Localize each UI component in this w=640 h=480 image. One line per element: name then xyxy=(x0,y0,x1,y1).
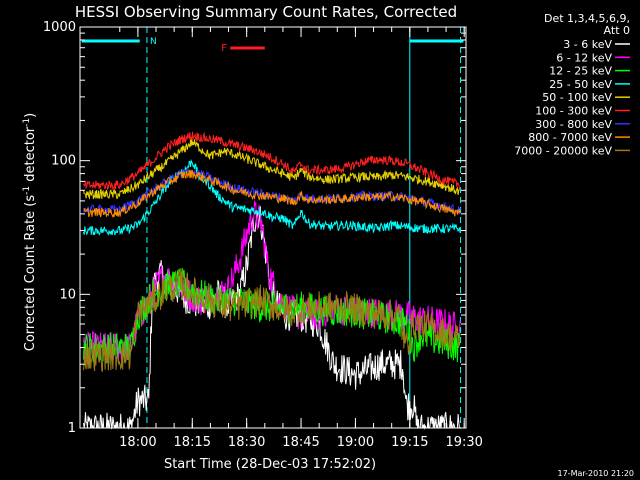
legend-header-line: Att 0 xyxy=(604,24,630,37)
y-label-exp2: -1 xyxy=(22,118,32,127)
x-tick-label: 19:15 xyxy=(391,435,428,450)
y-tick-label: 1 xyxy=(68,421,76,436)
x-tick-label: 19:30 xyxy=(445,435,482,450)
y-label-exp1: -1 xyxy=(22,186,32,195)
legend-entry-label: 3 - 6 keV xyxy=(563,38,612,51)
axes: 1 10 100 1000 18:00 18:15 18:30 18:45 19:00 19:15… xyxy=(43,20,483,450)
legend-entry-label: 50 - 100 keV xyxy=(542,91,612,104)
y-axis-label: Corrected Count Rate (s-1 detector-1) xyxy=(22,113,38,351)
y-label-end: ) xyxy=(23,113,38,118)
legend-header-line: Det 1,3,4,5,6,9, xyxy=(544,12,630,25)
series-layer xyxy=(83,131,461,430)
annotations: NF xyxy=(81,27,464,428)
flare-label: F xyxy=(221,43,227,54)
x-tick-label: 18:30 xyxy=(228,435,265,450)
legend-entry-label: 12 - 25 keV xyxy=(549,65,612,78)
x-tick-label: 18:45 xyxy=(282,435,319,450)
chart-title: HESSI Observing Summary Count Rates, Cor… xyxy=(75,3,457,21)
legend-entry-label: 300 - 800 keV xyxy=(535,118,612,131)
y-tick-label: 1000 xyxy=(43,20,76,35)
legend-entry-label: 25 - 50 keV xyxy=(549,78,612,91)
series-line-800-7000-kev xyxy=(83,169,461,219)
plot-frame xyxy=(79,26,467,429)
y-tick-label: 10 xyxy=(59,287,76,302)
legend-entry-label: 6 - 12 keV xyxy=(556,51,612,64)
series-line-100-300-kev xyxy=(83,131,461,192)
legend-entry-label: 100 - 300 keV xyxy=(535,105,612,118)
timestamp-label: 17-Mar-2010 21:20 xyxy=(558,469,635,478)
y-label-main: Corrected Count Rate (s xyxy=(23,195,38,352)
series-line-7000-20000-kev xyxy=(83,268,461,373)
y-tick-label: 100 xyxy=(51,154,76,169)
x-tick-label: 18:00 xyxy=(119,435,156,450)
y-label-mid: detector xyxy=(23,126,38,186)
x-tick-label: 18:15 xyxy=(174,435,211,450)
night-label: N xyxy=(150,37,157,47)
x-axis-label: Start Time (28-Dec-03 17:52:02) xyxy=(164,457,376,472)
legend-entry-label: 7000 - 20000 keV xyxy=(514,144,612,157)
series-line-50-100-kev xyxy=(83,138,461,200)
x-tick-label: 19:00 xyxy=(337,435,374,450)
series-line-25-50-kev xyxy=(83,158,461,236)
legend-entry-label: 800 - 7000 keV xyxy=(528,131,612,144)
